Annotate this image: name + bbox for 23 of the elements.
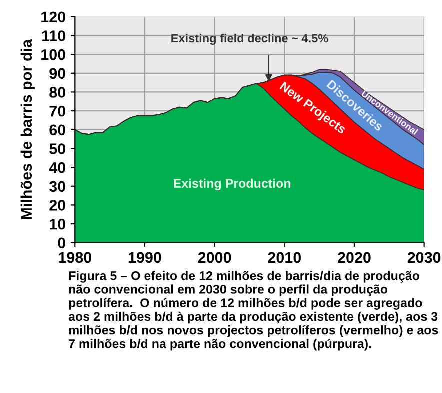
y-tick-label: 0 bbox=[58, 238, 66, 249]
series-label: Existing Production bbox=[174, 178, 291, 191]
text: Figura 5 – O efeito de 12 milhões de barris/dia de produção não convencional em 2030 sobre o perfil da produção petrolífera. O número de 12 milhões b/d pode ser agregado aos 2 milhões b/d à parte da produção existente (verde), aos 3 milhões b/d nos novos projectos petrolíferos (vermelho) e aos 7 milhões b/d na parte não convencional (púrpura). bbox=[68, 271, 438, 351]
y-tick-label: 20 bbox=[50, 200, 66, 211]
x-tick-label: 2030 bbox=[408, 252, 441, 264]
y-axis-title: Milhões de barris por dia bbox=[20, 39, 36, 220]
y-tick-label: 30 bbox=[49, 181, 66, 192]
y-tick-label: 40 bbox=[49, 162, 66, 174]
y-tick-label: 120 bbox=[42, 12, 66, 23]
y-tick-label: 90 bbox=[50, 68, 66, 80]
y-tick-label: 110 bbox=[42, 30, 66, 42]
y-tick-label: 80 bbox=[50, 87, 66, 98]
annotation: Existing field decline ~ 4.5% bbox=[172, 34, 328, 46]
y-tick-label: 70 bbox=[50, 106, 66, 117]
x-tick-label: 1990 bbox=[128, 252, 162, 264]
y-tick-label: 10 bbox=[50, 218, 66, 230]
x-tick-label: 1980 bbox=[59, 252, 92, 264]
y-tick-label: 100 bbox=[42, 49, 66, 60]
x-tick-label: 2020 bbox=[338, 252, 371, 264]
y-tick-label: 60 bbox=[50, 124, 66, 136]
x-tick-label: 2000 bbox=[198, 252, 232, 264]
y-tick-label: 50 bbox=[50, 144, 66, 154]
x-tick-label: 2010 bbox=[268, 252, 302, 264]
